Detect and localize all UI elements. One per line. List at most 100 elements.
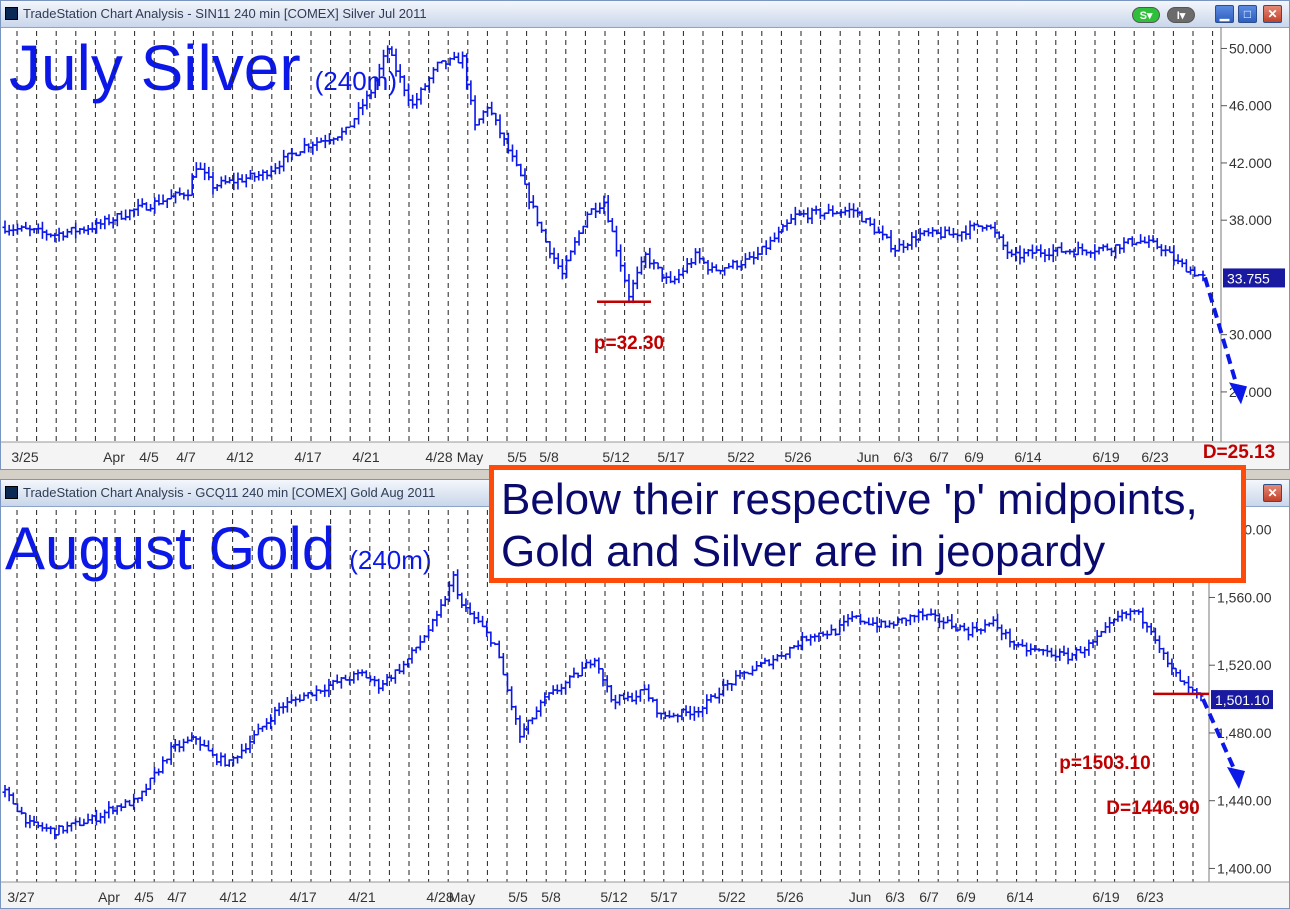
price-bars (2, 45, 1206, 304)
price-bar (94, 218, 100, 234)
price-bar (1086, 639, 1092, 656)
price-bar (826, 203, 832, 215)
minimize-button[interactable]: ▁ (1215, 5, 1234, 23)
price-bar (870, 617, 876, 626)
x-tick-label: 6/14 (1006, 889, 1033, 905)
price-bar (697, 248, 703, 264)
price-bar (289, 694, 295, 703)
price-bar (770, 655, 776, 670)
chart-subtitle: (240m) (349, 545, 432, 575)
callout-box: Below their respective 'p' midpoints, Go… (489, 465, 1246, 583)
strategy-status-button[interactable]: S▾ (1132, 7, 1160, 23)
price-bar (684, 258, 690, 274)
indicator-status-button[interactable]: I▾ (1167, 7, 1195, 23)
price-bar (1127, 608, 1133, 621)
price-bar (488, 631, 494, 647)
price-bar (417, 635, 423, 651)
price-bar (455, 52, 461, 64)
price-bar (484, 620, 490, 637)
price-bar (1061, 645, 1067, 656)
price-bar (405, 657, 411, 668)
price-bar (222, 175, 228, 185)
price-bar (384, 674, 390, 687)
price-bar (363, 670, 369, 679)
price-bar (1053, 649, 1059, 662)
price-bar (1029, 244, 1035, 259)
x-tick-label: 4/28 (426, 889, 453, 905)
price-bar (857, 613, 863, 625)
price-bar (1007, 628, 1013, 648)
price-bar (1100, 244, 1106, 252)
price-bar (942, 226, 948, 239)
price-bar (955, 233, 961, 241)
price-bar (1082, 646, 1088, 658)
price-bar (521, 723, 527, 738)
price-bar (967, 220, 973, 240)
price-bar (742, 253, 748, 269)
y-tick-label: 30.000 (1229, 327, 1272, 343)
price-bar (19, 225, 25, 232)
close-button[interactable]: ✕ (1263, 484, 1282, 502)
close-button[interactable]: ✕ (1263, 5, 1282, 23)
price-bar (193, 736, 199, 745)
price-bar (364, 90, 370, 110)
price-bar (139, 198, 145, 208)
x-tick-label: 5/8 (539, 449, 559, 465)
projection-arrow (1203, 276, 1239, 387)
price-bar (351, 118, 357, 129)
price-bar (1144, 621, 1150, 633)
price-bar (776, 226, 782, 243)
price-bar (526, 182, 532, 210)
price-bar (426, 624, 432, 639)
price-bar (98, 812, 104, 824)
d-target-label: D=1446.90 (1106, 798, 1200, 819)
price-bar (231, 172, 237, 191)
silver-price-chart[interactable]: 50.00046.00042.00038.00030.00026.0003/25… (1, 27, 1290, 470)
price-bar (392, 669, 398, 684)
price-bar (647, 247, 653, 269)
price-bar (601, 195, 607, 215)
price-bar (1148, 622, 1154, 636)
window-titlebar[interactable]: TradeStation Chart Analysis - SIN11 240 … (1, 1, 1289, 28)
last-price-tag (1223, 268, 1285, 288)
price-bar (704, 694, 710, 715)
price-bar (164, 198, 170, 209)
price-bar (443, 60, 449, 70)
price-bar (1171, 245, 1177, 266)
price-bar (676, 269, 682, 284)
maximize-button[interactable]: □ (1238, 5, 1257, 23)
x-tick-label: 6/9 (964, 449, 984, 465)
chart-title-text: August Gold (5, 515, 336, 582)
price-bar (720, 678, 726, 697)
price-bar (564, 255, 570, 279)
price-bar (152, 197, 158, 214)
price-bar (102, 215, 108, 230)
price-bar (675, 713, 681, 723)
price-bar (734, 260, 740, 270)
price-bar (451, 51, 457, 61)
x-tick-label: 6/7 (919, 889, 939, 905)
price-bar (672, 275, 678, 285)
x-tick-label: 4/12 (226, 449, 253, 465)
price-bar (651, 259, 657, 270)
price-bar (805, 207, 811, 224)
x-tick-label: 4/12 (219, 889, 246, 905)
price-bar (990, 616, 996, 627)
price-bar (23, 812, 29, 828)
x-tick-label: 5/22 (727, 449, 754, 465)
x-tick-label: 4/5 (139, 449, 159, 465)
price-bar (534, 706, 540, 720)
price-bar (56, 227, 62, 242)
price-bar (301, 692, 307, 702)
price-bar (297, 694, 303, 703)
price-bar (634, 266, 640, 290)
price-bar (1200, 270, 1206, 282)
price-bar (438, 599, 444, 618)
last-price-label: 1,501.10 (1215, 692, 1270, 708)
gold-price-chart[interactable]: 1,600.001,560.001,520.001,480.001,440.00… (1, 506, 1290, 909)
price-bar (60, 825, 66, 834)
x-tick-label: Apr (103, 449, 125, 465)
price-bar (895, 616, 901, 626)
x-tick-label: May (457, 449, 483, 465)
price-bar (845, 613, 851, 627)
